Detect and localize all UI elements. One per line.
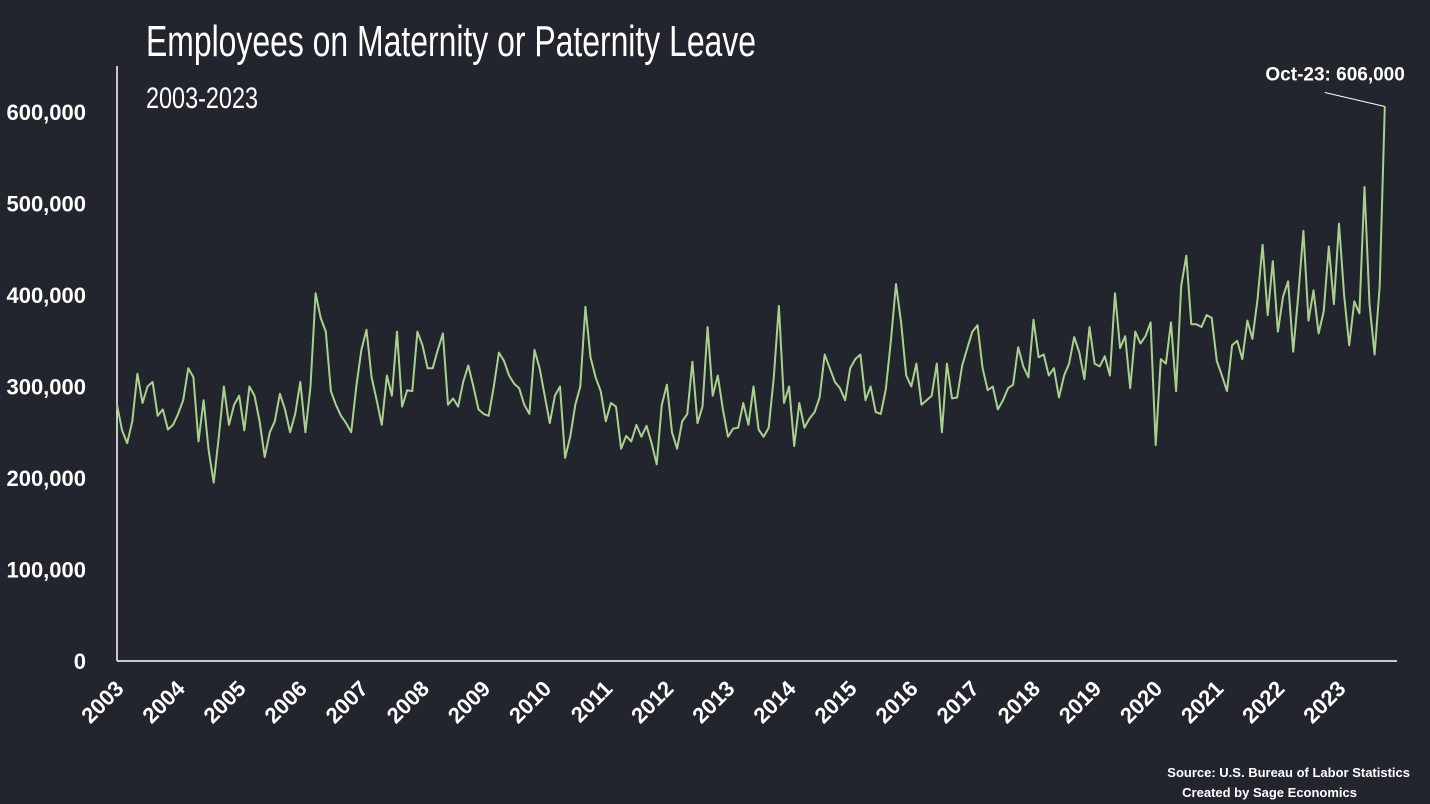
x-tick-label: 2009 (443, 676, 495, 728)
y-tick-label: 400,000 (6, 283, 86, 308)
x-tick-label: 2006 (260, 676, 312, 728)
y-tick-label: 300,000 (6, 375, 86, 400)
x-tick-label: 2013 (687, 676, 739, 728)
x-tick-label: 2005 (198, 676, 250, 728)
y-tick-label: 0 (74, 649, 86, 674)
x-tick-label: 2016 (871, 676, 923, 728)
credit-note: Created by Sage Economics (1182, 785, 1357, 800)
x-tick-label: 2022 (1237, 676, 1289, 728)
x-tick-label: 2023 (1298, 676, 1350, 728)
chart-title: Employees on Maternity or Paternity Leav… (146, 17, 756, 66)
y-tick-label: 200,000 (6, 466, 86, 491)
x-tick-label: 2003 (76, 676, 128, 728)
x-tick-label: 2017 (932, 676, 984, 728)
x-tick-label: 2010 (504, 676, 556, 728)
annotation-label: Oct-23: 606,000 (1265, 65, 1404, 86)
y-tick-label: 500,000 (6, 192, 86, 217)
chart-subtitle: 2003-2023 (146, 82, 258, 115)
source-note: Source: U.S. Bureau of Labor Statistics (1167, 765, 1410, 780)
annotation-leader-line (1324, 92, 1385, 107)
x-tick-label: 2008 (382, 676, 434, 728)
series-line (116, 106, 1386, 484)
y-axis-ticks: 0 100,000 200,000 300,000 400,000 500,000 600,… (6, 100, 86, 674)
x-tick-label: 2011 (566, 676, 617, 727)
x-tick-label: 2004 (137, 675, 190, 728)
x-tick-label: 2012 (626, 676, 678, 728)
x-tick-label: 2014 (748, 675, 801, 728)
x-tick-label: 2015 (809, 676, 861, 728)
y-tick-label: 100,000 (6, 558, 86, 583)
x-tick-label: 2019 (1054, 676, 1106, 728)
x-tick-label: 2020 (1115, 676, 1167, 728)
x-axis-ticks: 2003 2004 2005 2006 2007 2008 2009 2010 2011 2012… (76, 675, 1350, 728)
x-tick-label: 2007 (321, 676, 373, 728)
y-tick-label: 600,000 (6, 100, 86, 125)
x-tick-label: 2018 (993, 676, 1045, 728)
x-tick-label: 2021 (1176, 676, 1228, 728)
